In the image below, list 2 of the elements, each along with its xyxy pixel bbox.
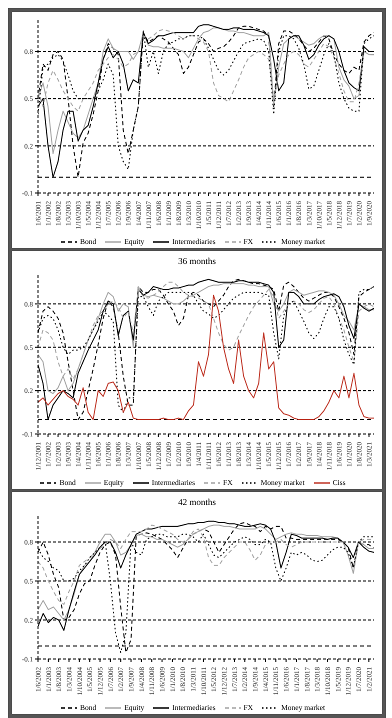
chart-title: 42 months — [177, 496, 217, 509]
chart-title: 36 months — [177, 255, 217, 268]
